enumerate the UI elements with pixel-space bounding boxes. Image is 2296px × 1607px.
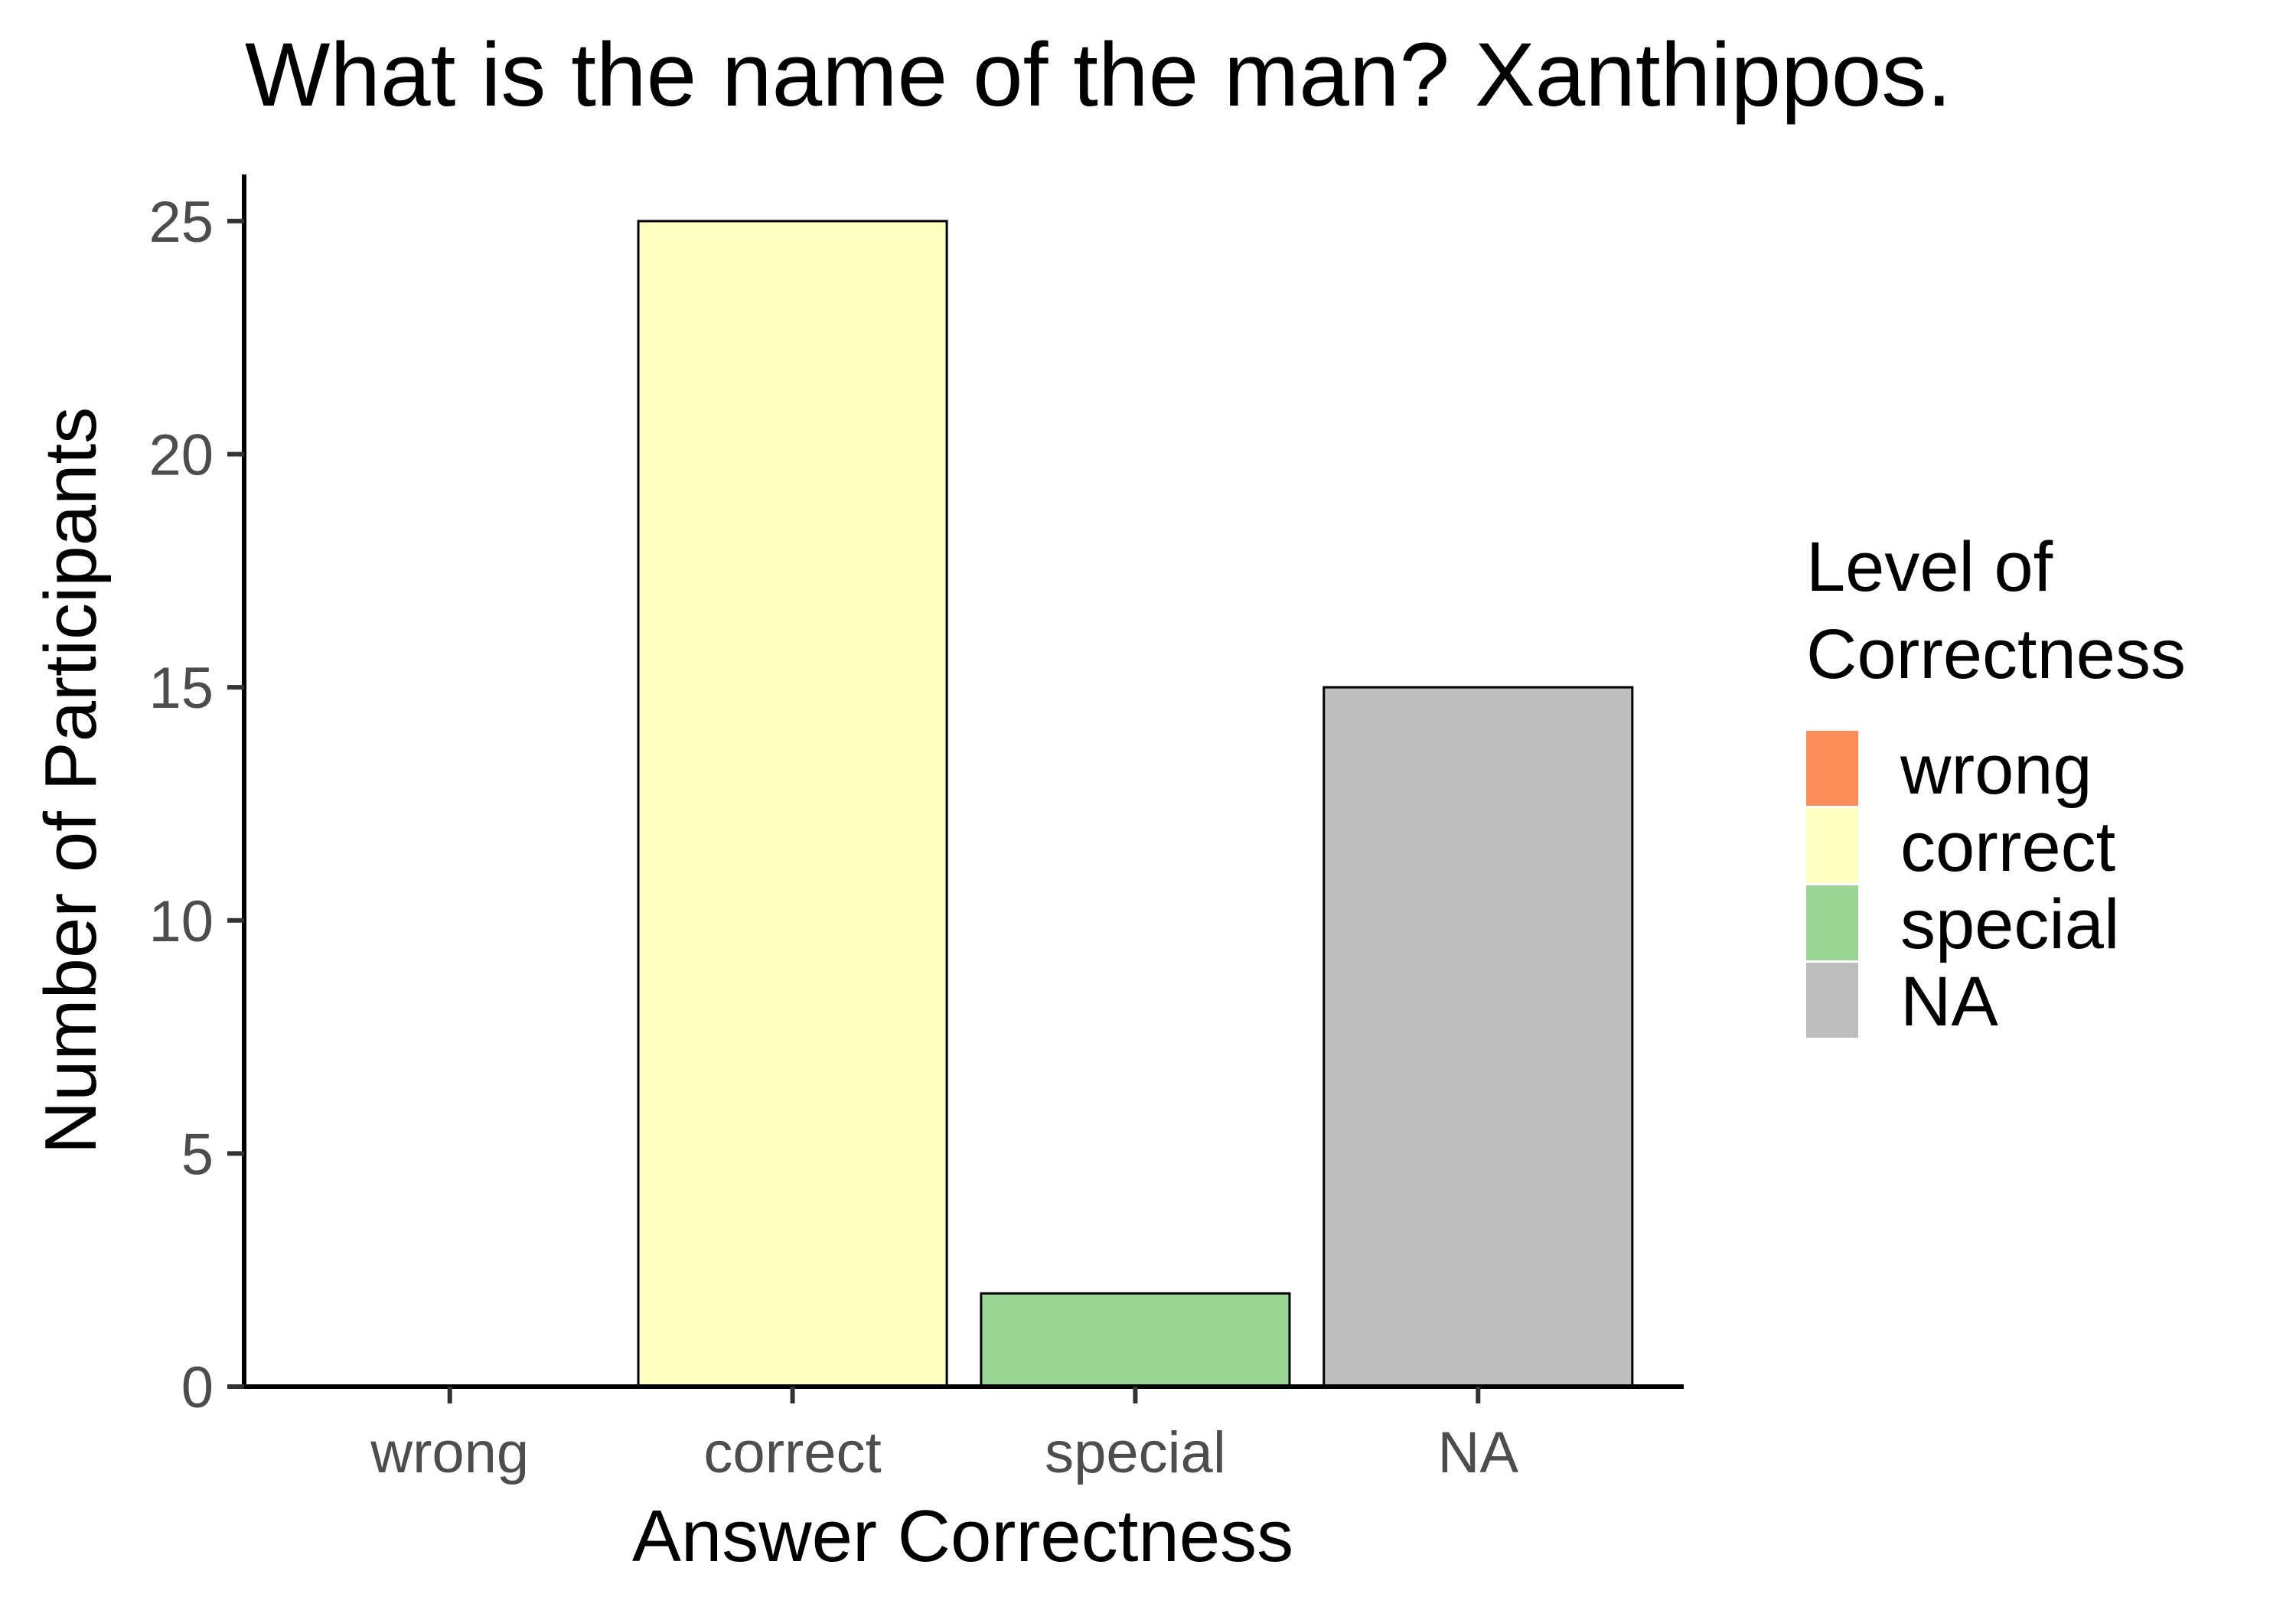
y-tick-label-15: 15 [148, 656, 214, 721]
y-axis-title: Number of Participants [30, 407, 112, 1154]
legend-title-line-2: Correctness [1806, 615, 2186, 693]
x-tick-label-wrong: wrong [370, 1420, 529, 1485]
legend-key-wrong [1806, 731, 1858, 806]
bar-correct [637, 220, 948, 1388]
legend-key-na [1806, 963, 1858, 1038]
bar-special [980, 1292, 1291, 1388]
bars-group [637, 220, 1634, 1388]
legend-label-wrong: wrong [1900, 731, 2092, 809]
legend-title-line-1: Level of [1806, 528, 2053, 606]
y-tick-label-5: 5 [181, 1122, 214, 1187]
y-tick-label-20: 20 [148, 423, 214, 488]
x-tick-label-special: special [1045, 1420, 1226, 1485]
bar-na [1322, 686, 1634, 1388]
x-tick-label-na: NA [1437, 1420, 1518, 1485]
y-tick-label-25: 25 [148, 190, 214, 255]
x-ticks-group: wrong correct special NA [370, 1387, 1518, 1485]
legend-label-special: special [1900, 885, 2119, 963]
x-axis-title: Answer Correctness [632, 1495, 1293, 1577]
y-ticks-group: 0 5 10 15 20 25 [148, 190, 244, 1420]
chart-title: What is the name of the man? Xanthippos. [245, 24, 1952, 125]
x-tick-label-correct: correct [703, 1420, 881, 1485]
legend-key-correct [1806, 808, 1858, 883]
legend-label-correct: correct [1900, 808, 2115, 886]
legend: Level of Correctness wrongcorrectspecial… [1806, 528, 2186, 1041]
legend-key-special [1806, 885, 1858, 960]
y-tick-label-10: 10 [148, 889, 214, 954]
y-tick-label-0: 0 [181, 1355, 214, 1420]
legend-label-na: NA [1900, 963, 1998, 1041]
